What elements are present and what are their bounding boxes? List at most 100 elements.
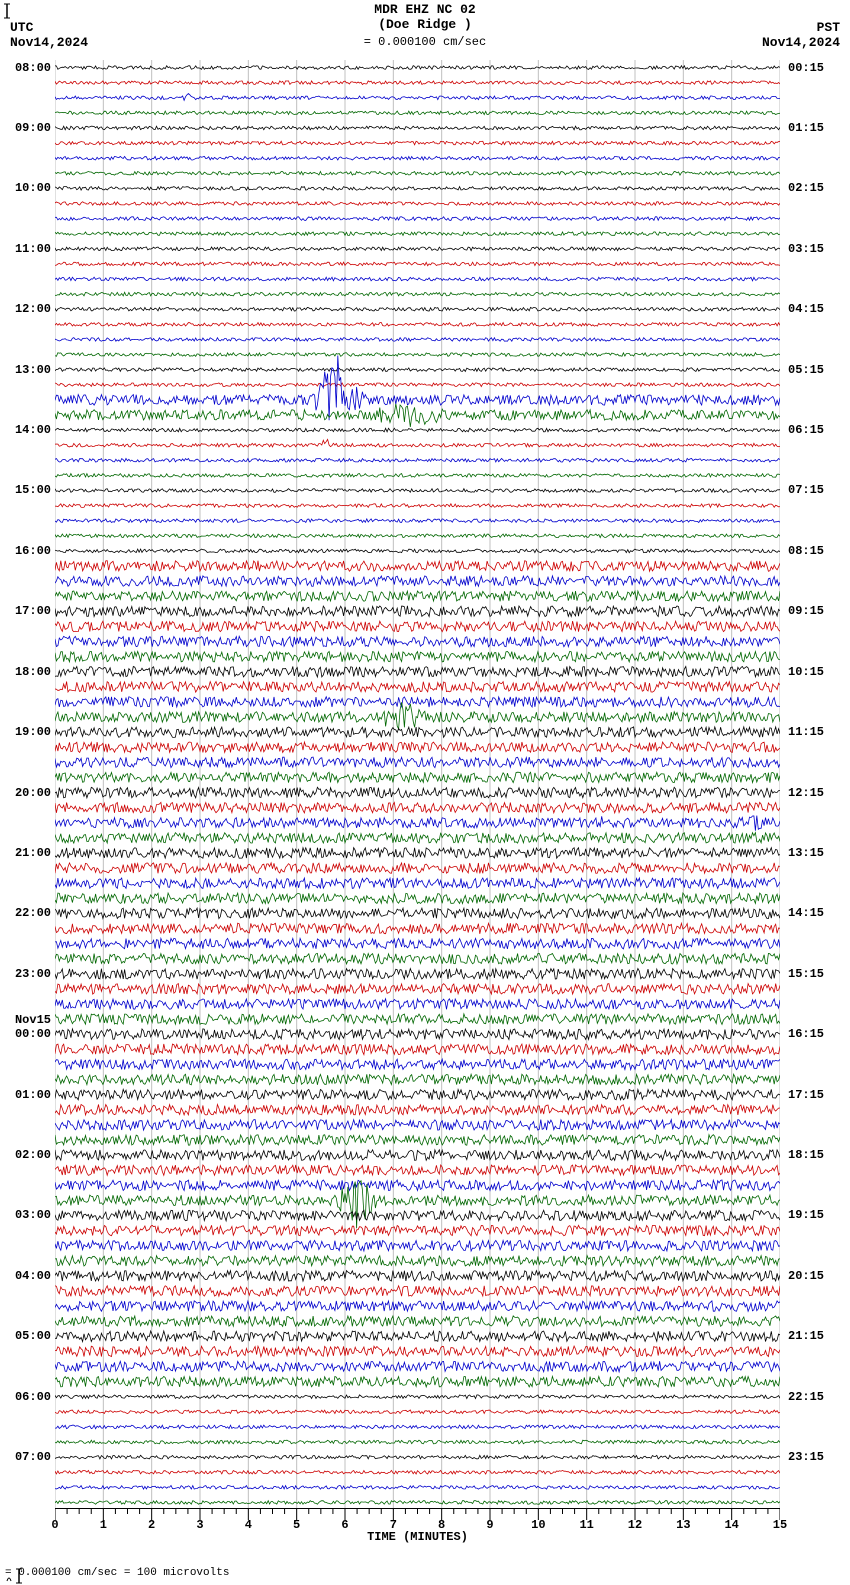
utc-hour-tick: 04:00 [3, 1269, 51, 1283]
pst-hour-tick: 13:15 [788, 846, 824, 860]
seismic-trace [55, 474, 780, 478]
utc-hour-tick: 07:00 [3, 1450, 51, 1464]
x-tick-label: 12 [628, 1518, 642, 1532]
seismic-trace [55, 561, 780, 572]
pst-hour-tick: 02:15 [788, 181, 824, 195]
x-tick-label: 9 [486, 1518, 493, 1532]
pst-hour-tick: 12:15 [788, 786, 824, 800]
scale-text: = 0.000100 cm/sec [364, 35, 486, 49]
x-tick-label: 3 [196, 1518, 203, 1532]
pst-hour-tick: 22:15 [788, 1390, 824, 1404]
seismic-trace [55, 969, 780, 980]
x-axis-label: TIME (MINUTES) [55, 1530, 780, 1544]
seismic-trace [55, 1376, 780, 1387]
seismic-trace [55, 292, 780, 296]
seismic-trace [55, 697, 780, 708]
x-tick-label: 6 [341, 1518, 348, 1532]
seismic-trace [55, 1361, 780, 1372]
seismic-trace [55, 863, 780, 874]
seismic-trace [55, 984, 780, 995]
seismic-trace [55, 1105, 780, 1116]
x-tick-label: 2 [148, 1518, 155, 1532]
seismic-trace [55, 1256, 780, 1267]
utc-hour-tick: 01:00 [3, 1088, 51, 1102]
footer-text: = 0.000100 cm/sec = 100 microvolts [5, 1567, 229, 1579]
seismic-trace [55, 428, 780, 432]
seismic-trace [55, 383, 780, 387]
seismic-trace [55, 1425, 780, 1429]
pst-hour-tick: 18:15 [788, 1148, 824, 1162]
seismic-trace [55, 1181, 780, 1228]
seismic-trace [55, 636, 780, 647]
helicorder-plot [55, 60, 780, 1510]
seismic-trace [55, 938, 780, 949]
seismic-trace [55, 534, 780, 538]
pst-hour-tick: 05:15 [788, 363, 824, 377]
utc-hour-tick: 03:00 [3, 1208, 51, 1222]
utc-hour-tick: 00:00 [3, 1027, 51, 1041]
seismic-trace [55, 1486, 780, 1490]
seismic-trace [55, 1059, 780, 1070]
x-tick-label: 1 [100, 1518, 107, 1532]
seismic-trace [55, 1331, 780, 1342]
seismic-trace [55, 1316, 780, 1327]
seismic-trace [55, 757, 780, 768]
helicorder-svg [55, 60, 780, 1510]
seismic-trace [55, 953, 780, 964]
x-tick-label: 11 [579, 1518, 593, 1532]
x-tick-label: 7 [390, 1518, 397, 1532]
seismic-trace [55, 1501, 780, 1505]
seismic-trace [55, 833, 780, 844]
seismic-trace [55, 1395, 780, 1399]
seismic-trace [55, 1240, 780, 1251]
seismic-trace [55, 999, 780, 1010]
pst-hour-tick: 20:15 [788, 1269, 824, 1283]
pst-hour-tick: 17:15 [788, 1088, 824, 1102]
seismic-trace [55, 323, 780, 327]
seismic-trace [55, 1346, 780, 1357]
seismic-trace [55, 878, 780, 889]
x-tick-label: 0 [51, 1518, 58, 1532]
seismic-trace [55, 1074, 780, 1085]
utc-hour-tick: 17:00 [3, 604, 51, 618]
pst-hour-tick: 09:15 [788, 604, 824, 618]
pst-hour-tick: 07:15 [788, 483, 824, 497]
pst-hour-tick: 19:15 [788, 1208, 824, 1222]
seismic-trace [55, 338, 780, 342]
seismic-trace [55, 459, 780, 463]
pst-hour-tick: 11:15 [788, 725, 824, 739]
pst-hour-tick: 10:15 [788, 665, 824, 679]
seismic-trace [55, 126, 780, 130]
seismic-trace [55, 519, 780, 523]
utc-hour-tick: 18:00 [3, 665, 51, 679]
seismic-trace [55, 1470, 780, 1474]
footer-scale: = 0.000100 cm/sec = 100 microvolts [5, 1567, 229, 1579]
seismic-trace [55, 187, 780, 191]
pst-hour-tick: 23:15 [788, 1450, 824, 1464]
pst-hour-tick: 08:15 [788, 544, 824, 558]
utc-hour-tick: 13:00 [3, 363, 51, 377]
seismic-trace [55, 217, 780, 221]
utc-hour-tick: 23:00 [3, 967, 51, 981]
seismic-trace [55, 66, 780, 70]
location-title: (Doe Ridge ) [0, 17, 850, 32]
seismic-trace [55, 277, 780, 281]
seismic-trace [55, 682, 780, 693]
seismic-trace [55, 923, 780, 934]
seismic-trace [55, 772, 780, 783]
seismic-trace [55, 1410, 780, 1414]
seismic-trace [55, 727, 780, 738]
pst-hour-tick: 14:15 [788, 906, 824, 920]
utc-hour-tick: 11:00 [3, 242, 51, 256]
pst-hour-tick: 01:15 [788, 121, 824, 135]
x-tick-label: 4 [245, 1518, 252, 1532]
x-tick-label: 10 [531, 1518, 545, 1532]
utc-hour-tick: 06:00 [3, 1390, 51, 1404]
seismic-trace [55, 262, 780, 266]
seismic-trace [55, 1044, 780, 1055]
utc-hour-tick: 16:00 [3, 544, 51, 558]
seismic-trace [55, 651, 780, 662]
seismic-trace [55, 489, 780, 493]
seismic-trace [55, 404, 780, 427]
seismic-trace [55, 247, 780, 251]
